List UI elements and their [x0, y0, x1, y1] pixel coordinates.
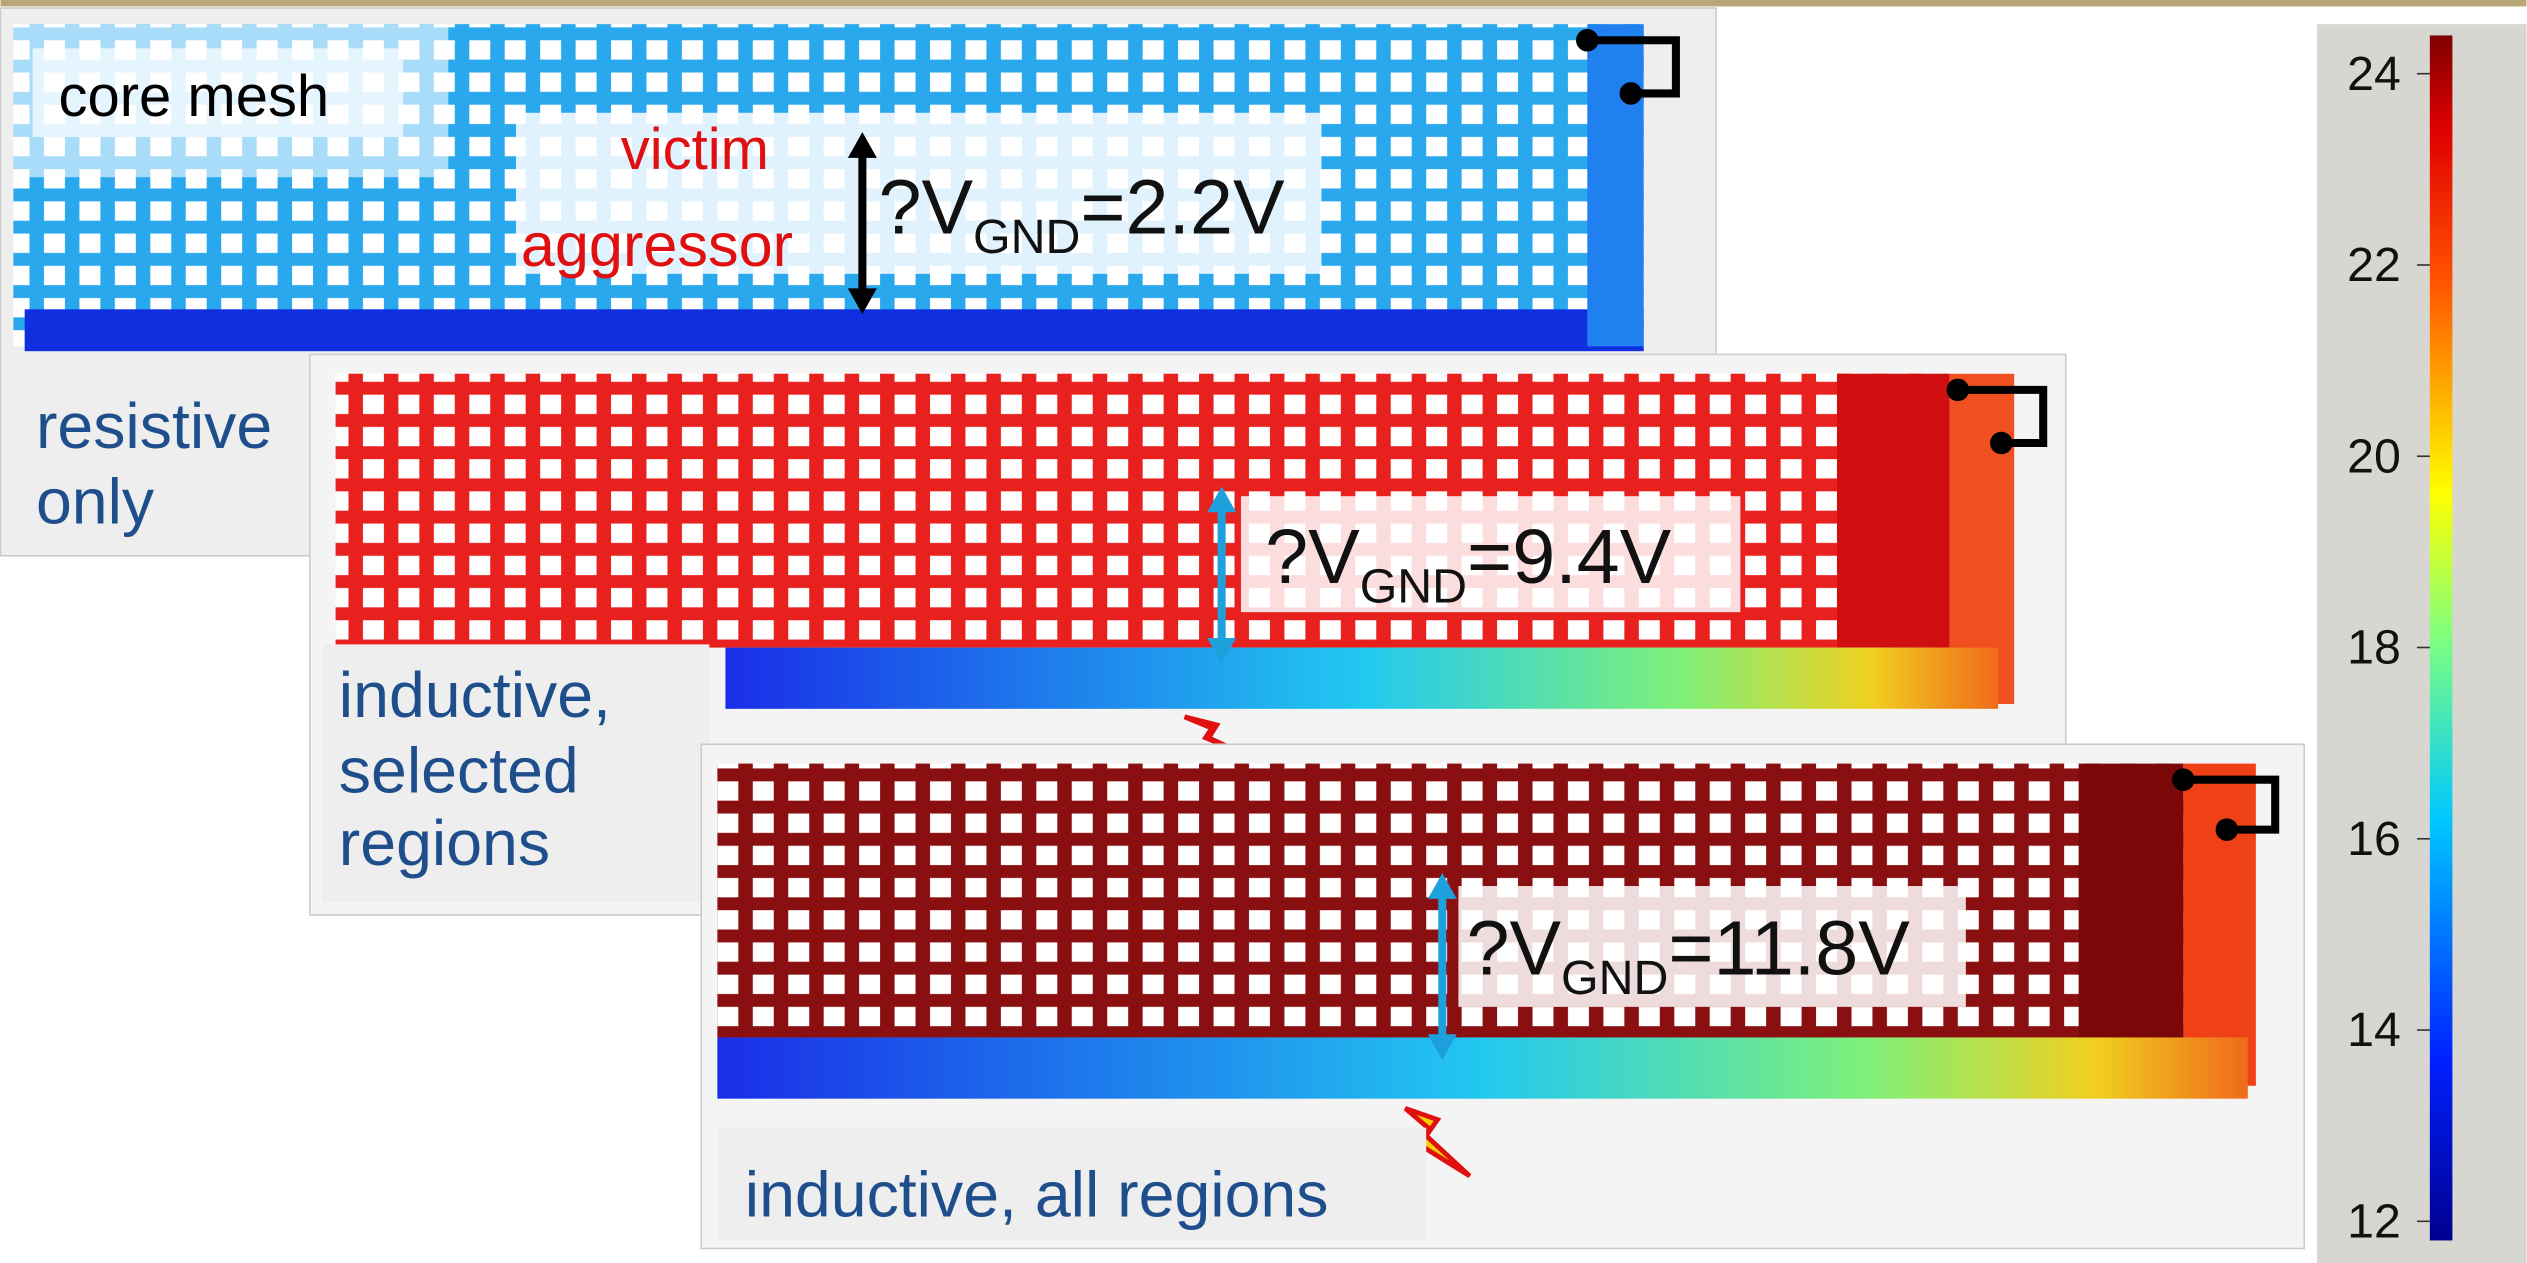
annotation: ?VGND=2.2V — [878, 165, 1285, 264]
panel-label: selected — [339, 735, 579, 807]
node — [2216, 818, 2239, 841]
rail-side — [1587, 24, 1643, 346]
annotation-sub: GND — [1561, 951, 1668, 1005]
node — [1620, 82, 1643, 105]
mesh-block — [2079, 764, 2184, 1038]
colorbar-tick-label: 20 — [2347, 429, 2401, 483]
annotation-sub: GND — [1360, 560, 1467, 614]
annotation: ?VGND=11.8V — [1466, 906, 1910, 1005]
colorbar-tick-label: 18 — [2347, 621, 2401, 675]
annotation-prefix: ?V — [878, 165, 973, 251]
panel-label: resistive — [36, 390, 272, 462]
mesh-block — [1837, 374, 1950, 648]
node — [1947, 379, 1970, 402]
panel-label: only — [36, 466, 155, 538]
colorbar-tick-label: 16 — [2347, 812, 2401, 866]
rail — [725, 648, 1998, 709]
annotation-sub: GND — [973, 210, 1080, 264]
node — [1576, 29, 1599, 52]
colorbar-tick-label: 14 — [2347, 1003, 2401, 1057]
panel-label: inductive, all regions — [745, 1158, 1329, 1230]
colorbar-gradient — [2430, 35, 2453, 1240]
panel-label: inductive, — [339, 659, 611, 731]
annotation-value: =11.8V — [1668, 906, 1910, 992]
annotation-value: =9.4V — [1467, 514, 1672, 600]
victim-label: victim — [621, 118, 769, 182]
node — [2172, 768, 2195, 791]
rail — [25, 309, 1644, 351]
rail — [717, 1037, 2247, 1098]
colorbar: 12 14 16 18 20 22 24 — [2317, 24, 2526, 1263]
colorbar-tick-label: 24 — [2347, 47, 2401, 101]
annotation: ?VGND=9.4V — [1265, 514, 1672, 613]
aggressor-label: aggressor — [521, 211, 793, 279]
panel-label: regions — [339, 807, 550, 879]
annotation-value: =2.2V — [1080, 165, 1285, 251]
figure: core mesh victim aggressor ?VGND=2.2V re… — [0, 0, 2527, 1263]
rail-side — [2183, 764, 2255, 1086]
node — [1990, 432, 2013, 455]
panel-all: ?VGND=11.8V inductive, all regions — [701, 744, 2304, 1248]
annotation-prefix: ?V — [1265, 514, 1360, 600]
colorbar-tick-label: 12 — [2347, 1194, 2401, 1248]
annotation-prefix: ?V — [1466, 906, 1561, 992]
page: {"panels": [ {"title": "core mesh", "vic… — [0, 0, 2527, 1263]
top-rule — [1, 0, 2527, 6]
mesh-title: core mesh — [58, 65, 329, 129]
colorbar-tick-label: 22 — [2347, 238, 2401, 292]
